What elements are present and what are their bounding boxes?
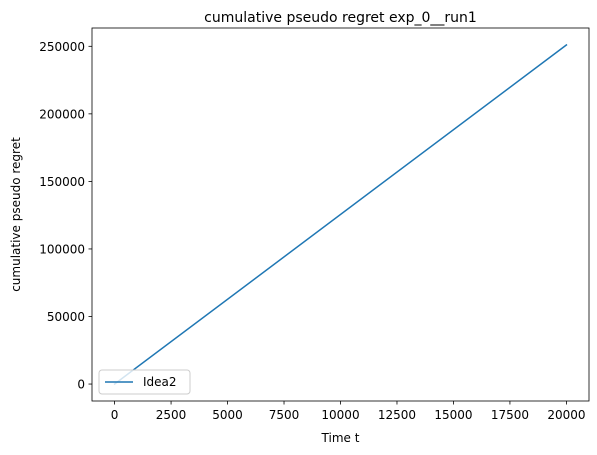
series-line-idea2 [113, 43, 568, 386]
y-tick-label: 150000 [39, 175, 85, 189]
y-tick-label: 100000 [39, 242, 85, 256]
x-tick-label: 7500 [269, 408, 300, 422]
y-axis-label: cumulative pseudo regret [9, 137, 23, 292]
legend-box [98, 369, 191, 395]
y-tick-label: 200000 [39, 107, 85, 121]
legend-label-idea2: Idea2 [143, 375, 177, 389]
x-tick-label: 17500 [491, 408, 529, 422]
x-axis-label: Time t [321, 431, 360, 445]
series-layer [113, 43, 568, 386]
x-tick-label: 2500 [156, 408, 187, 422]
y-axis-ticks: 0 50000 100000 150000 200000 250000 [39, 40, 92, 392]
x-tick-label: 15000 [434, 408, 472, 422]
x-axis-ticks: 0 2500 5000 7500 10000 12500 15000 17500 20000 [111, 401, 586, 422]
y-tick-label: 50000 [47, 310, 85, 324]
y-tick-label: 250000 [39, 40, 85, 54]
x-tick-label: 5000 [212, 408, 243, 422]
plot-frame [91, 27, 590, 402]
x-tick-label: 20000 [547, 408, 585, 422]
chart-title: cumulative pseudo regret exp_0__run1 [204, 10, 477, 26]
x-tick-label: 12500 [378, 408, 416, 422]
x-tick-label: 10000 [321, 408, 359, 422]
legend: Idea2 [98, 369, 191, 395]
x-tick-label: 0 [111, 408, 119, 422]
y-tick-label: 0 [77, 378, 85, 392]
